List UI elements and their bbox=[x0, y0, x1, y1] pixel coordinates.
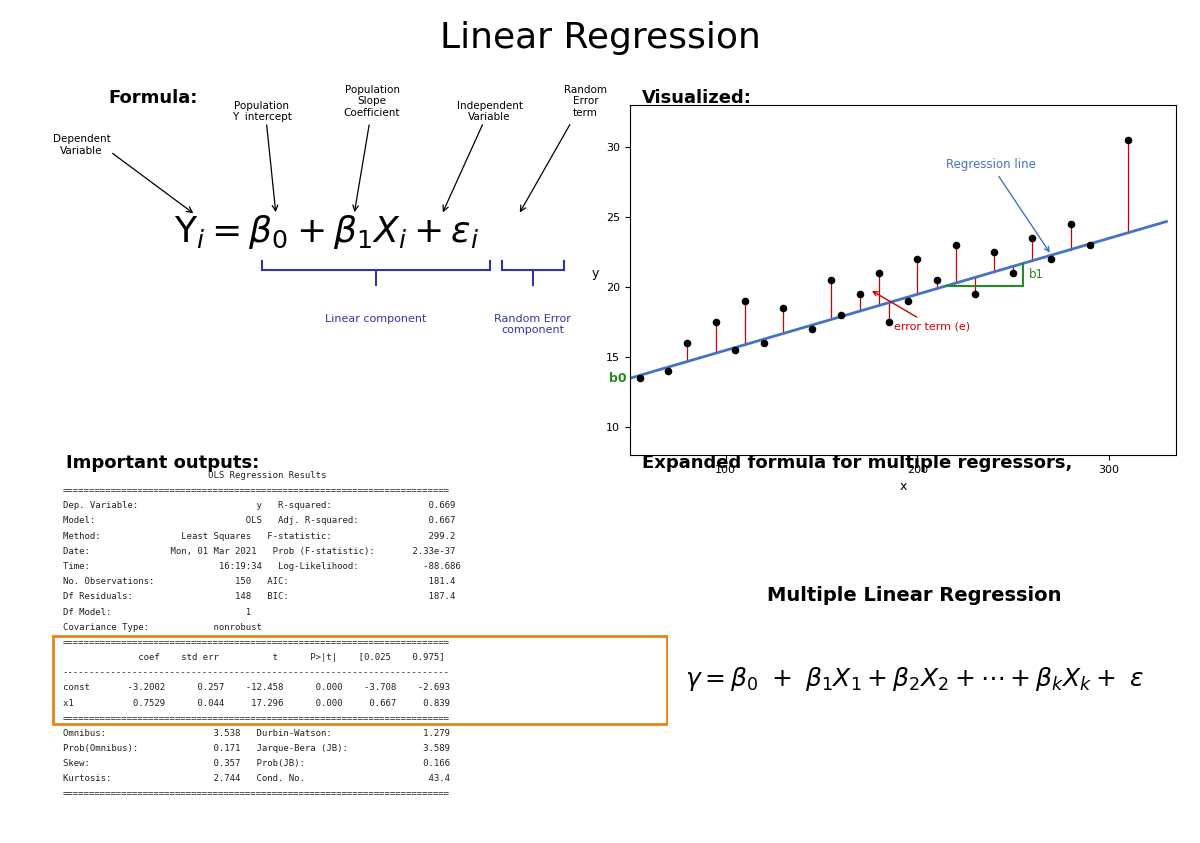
Text: Random Error
component: Random Error component bbox=[494, 314, 571, 336]
X-axis label: x: x bbox=[899, 481, 907, 493]
Point bbox=[822, 273, 841, 287]
Text: Skew:                       0.357   Prob(JB):                      0.166: Skew: 0.357 Prob(JB): 0.166 bbox=[62, 760, 450, 768]
Point bbox=[630, 372, 649, 385]
Point bbox=[755, 336, 774, 350]
Text: Prob(Omnibus):              0.171   Jarque-Bera (JB):              3.589: Prob(Omnibus): 0.171 Jarque-Bera (JB): 3… bbox=[62, 744, 450, 753]
Point bbox=[984, 245, 1003, 259]
Text: Linear component: Linear component bbox=[325, 314, 426, 324]
Point bbox=[1042, 253, 1061, 266]
Text: Df Model:                         1: Df Model: 1 bbox=[62, 608, 251, 616]
Text: ------------------------------------------------------------------------: ----------------------------------------… bbox=[62, 668, 450, 677]
Point bbox=[803, 323, 822, 336]
Text: Kurtosis:                   2.744   Cond. No.                       43.4: Kurtosis: 2.744 Cond. No. 43.4 bbox=[62, 775, 450, 783]
Text: const       -3.2002      0.257    -12.458      0.000    -3.708    -2.693: const -3.2002 0.257 -12.458 0.000 -3.708… bbox=[62, 684, 450, 692]
Point bbox=[880, 315, 899, 329]
Text: ========================================================================: ========================================… bbox=[62, 486, 450, 495]
Point bbox=[926, 273, 946, 287]
Text: Expanded formula for multiple regressors,: Expanded formula for multiple regressors… bbox=[642, 454, 1073, 471]
Text: Population
Slope
Coefficient: Population Slope Coefficient bbox=[343, 85, 401, 118]
Text: Independent
Variable: Independent Variable bbox=[456, 100, 522, 122]
Text: Visualized:: Visualized: bbox=[642, 89, 752, 106]
Text: Important outputs:: Important outputs: bbox=[66, 454, 259, 471]
Text: Dep. Variable:                      y   R-squared:                  0.669: Dep. Variable: y R-squared: 0.669 bbox=[62, 502, 455, 510]
Text: Regression line: Regression line bbox=[946, 158, 1049, 251]
Point bbox=[1003, 266, 1022, 280]
Point bbox=[659, 364, 678, 378]
Point bbox=[898, 294, 917, 308]
Text: coef    std err          t      P>|t|    [0.025    0.975]: coef std err t P>|t| [0.025 0.975] bbox=[62, 653, 444, 662]
Text: Formula:: Formula: bbox=[108, 89, 197, 106]
Text: No. Observations:               150   AIC:                          181.4: No. Observations: 150 AIC: 181.4 bbox=[62, 577, 455, 586]
Text: Model:                            OLS   Adj. R-squared:             0.667: Model: OLS Adj. R-squared: 0.667 bbox=[62, 517, 455, 525]
Text: ========================================================================: ========================================… bbox=[62, 638, 450, 647]
Text: Multiple Linear Regression: Multiple Linear Regression bbox=[767, 586, 1062, 605]
Point bbox=[965, 287, 984, 301]
Point bbox=[707, 315, 726, 329]
Text: Date:               Mon, 01 Mar 2021   Prob (F-statistic):       2.33e-37: Date: Mon, 01 Mar 2021 Prob (F-statistic… bbox=[62, 547, 455, 556]
Point bbox=[1061, 217, 1080, 231]
Text: ========================================================================: ========================================… bbox=[62, 714, 450, 722]
Point bbox=[1080, 239, 1099, 252]
Text: Dependent
Variable: Dependent Variable bbox=[53, 134, 110, 156]
Text: x1           0.7529      0.044     17.296      0.000     0.667     0.839: x1 0.7529 0.044 17.296 0.000 0.667 0.839 bbox=[62, 699, 450, 707]
Text: $\Upsilon_i = \beta_0 + \beta_1X_i + \varepsilon_i$: $\Upsilon_i = \beta_0 + \beta_1X_i + \va… bbox=[174, 212, 479, 251]
Text: Population
Y  intercept: Population Y intercept bbox=[232, 100, 292, 122]
Y-axis label: y: y bbox=[592, 267, 599, 280]
Point bbox=[870, 266, 889, 280]
Text: Omnibus:                    3.538   Durbin-Watson:                 1.279: Omnibus: 3.538 Durbin-Watson: 1.279 bbox=[62, 729, 450, 738]
Point bbox=[851, 287, 870, 301]
Text: Df Residuals:                   148   BIC:                          187.4: Df Residuals: 148 BIC: 187.4 bbox=[62, 593, 455, 601]
Point bbox=[726, 344, 745, 357]
Text: OLS Regression Results: OLS Regression Results bbox=[62, 471, 472, 480]
Point bbox=[1118, 133, 1138, 147]
Text: Random
Error
term: Random Error term bbox=[564, 85, 607, 118]
Point bbox=[946, 239, 965, 252]
Point bbox=[736, 294, 755, 308]
Text: error term (e): error term (e) bbox=[874, 292, 971, 331]
Text: Covariance Type:            nonrobust: Covariance Type: nonrobust bbox=[62, 623, 262, 631]
Point bbox=[832, 309, 851, 322]
Text: ========================================================================: ========================================… bbox=[62, 790, 450, 798]
Point bbox=[678, 336, 697, 350]
Text: Time:                        16:19:34   Log-Likelihood:            -88.686: Time: 16:19:34 Log-Likelihood: -88.686 bbox=[62, 562, 461, 571]
Text: b1: b1 bbox=[1028, 268, 1044, 282]
Text: b0: b0 bbox=[608, 372, 626, 384]
Text: Linear Regression: Linear Regression bbox=[439, 21, 761, 55]
Point bbox=[774, 302, 793, 315]
Text: Method:               Least Squares   F-statistic:                  299.2: Method: Least Squares F-statistic: 299.2 bbox=[62, 532, 455, 540]
Point bbox=[1022, 232, 1042, 245]
Text: $\gamma = \beta_0 \ + \ \beta_1 X_1 + \beta_2 X_2 + \cdots + \beta_k X_k + \ \va: $\gamma = \beta_0 \ + \ \beta_1 X_1 + \b… bbox=[685, 664, 1144, 693]
Point bbox=[907, 253, 926, 266]
